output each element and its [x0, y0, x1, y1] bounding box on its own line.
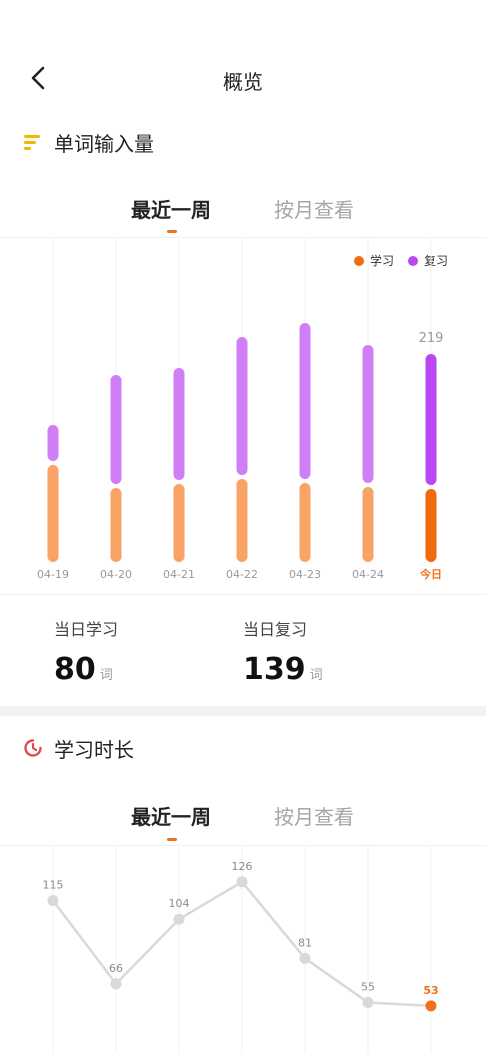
- stat-learn-unit: 词: [99, 668, 113, 683]
- stat-learn-value: 80: [54, 652, 96, 687]
- data-label: 126: [232, 860, 253, 873]
- bar-review: [47, 425, 59, 461]
- bar-learn: [110, 488, 122, 562]
- words-chart: 学习 复习 04-19 04-20 04-21 04-22 04-23 04-24 今日 21…: [0, 238, 486, 594]
- bar-review: [425, 354, 437, 485]
- data-label: 81: [298, 936, 312, 949]
- bar-learn: [47, 465, 59, 562]
- time-chart: 115 66 104 126 81 55 53: [0, 846, 486, 1053]
- time-section-header: 学习时长: [24, 733, 134, 763]
- words-section-header: 单词输入量: [24, 127, 154, 157]
- back-arrow-icon[interactable]: [26, 64, 54, 92]
- chart-legend: 学习 复习: [340, 252, 448, 269]
- data-point: [236, 876, 248, 888]
- data-point: [47, 895, 59, 906]
- x-tick-label: 今日: [419, 567, 442, 581]
- legend-label-learn: 学习: [369, 254, 394, 268]
- time-section-title: 学习时长: [54, 737, 134, 762]
- bar-learn: [362, 487, 374, 562]
- divider: [0, 845, 486, 846]
- stat-learn: 当日学习 80 词: [54, 616, 118, 687]
- tab-indicator: [167, 230, 177, 233]
- section-separator: [0, 706, 486, 716]
- legend-item-review: 复习: [407, 252, 448, 269]
- clock-ring-icon: [24, 739, 42, 757]
- bar-review: [110, 375, 122, 484]
- bar-learn: [236, 479, 248, 562]
- bar-total-label: 219: [419, 331, 444, 346]
- data-label: 104: [169, 897, 190, 910]
- daily-stats: 当日学习 80 词 当日复习 139 词: [0, 596, 486, 706]
- page-title: 概览: [223, 70, 263, 94]
- time-chart-svg: 115 66 104 126 81 55 53: [43, 846, 439, 1053]
- bar-learn: [299, 483, 311, 562]
- time-tabs: 最近一周 按月查看: [0, 801, 486, 841]
- bar-review: [236, 337, 248, 475]
- legend-dot-review: [407, 255, 418, 266]
- stat-learn-label: 当日学习: [54, 620, 119, 639]
- legend-item-learn: 学习: [353, 252, 394, 269]
- x-tick-label: 04-22: [226, 568, 258, 581]
- words-section-title: 单词输入量: [54, 131, 154, 156]
- tab-recent-week[interactable]: 最近一周: [131, 198, 211, 222]
- tab-indicator: [167, 838, 177, 841]
- data-point: [425, 1000, 437, 1012]
- data-point: [362, 997, 374, 1008]
- words-chart-svg: 04-19 04-20 04-21 04-22 04-23 04-24 今日 219: [37, 238, 444, 581]
- data-point: [110, 978, 122, 990]
- data-label: 55: [361, 981, 375, 994]
- x-tick-label: 04-24: [352, 568, 384, 581]
- legend-label-review: 复习: [423, 254, 448, 268]
- words-tabs: 最近一周 按月查看: [0, 194, 486, 234]
- divider: [0, 594, 486, 595]
- legend-dot-learn: [353, 255, 364, 266]
- x-tick-label: 04-19: [37, 568, 69, 581]
- stat-review: 当日复习 139 词: [243, 616, 323, 687]
- tab-by-month[interactable]: 按月查看: [274, 198, 354, 222]
- bar-learn: [173, 484, 185, 562]
- bar-review: [362, 345, 374, 483]
- data-point: [173, 913, 185, 925]
- x-tick-label: 04-20: [100, 568, 132, 581]
- bar-review: [299, 323, 311, 479]
- data-label: 53: [423, 984, 438, 997]
- tab-recent-week[interactable]: 最近一周: [131, 805, 211, 829]
- x-tick-label: 04-23: [289, 568, 321, 581]
- x-tick-label: 04-21: [163, 568, 195, 581]
- data-label: 66: [109, 962, 123, 975]
- top-nav: 概览: [0, 56, 486, 100]
- bar-lines-icon: [24, 133, 42, 151]
- bar-review: [173, 368, 185, 480]
- data-label: 115: [43, 879, 64, 892]
- stat-review-value: 139: [243, 652, 306, 687]
- stat-review-unit: 词: [309, 668, 323, 683]
- bar-learn: [425, 489, 437, 562]
- stat-review-label: 当日复习: [243, 620, 308, 639]
- divider: [0, 237, 486, 238]
- tab-by-month[interactable]: 按月查看: [274, 805, 354, 829]
- data-point: [299, 952, 311, 964]
